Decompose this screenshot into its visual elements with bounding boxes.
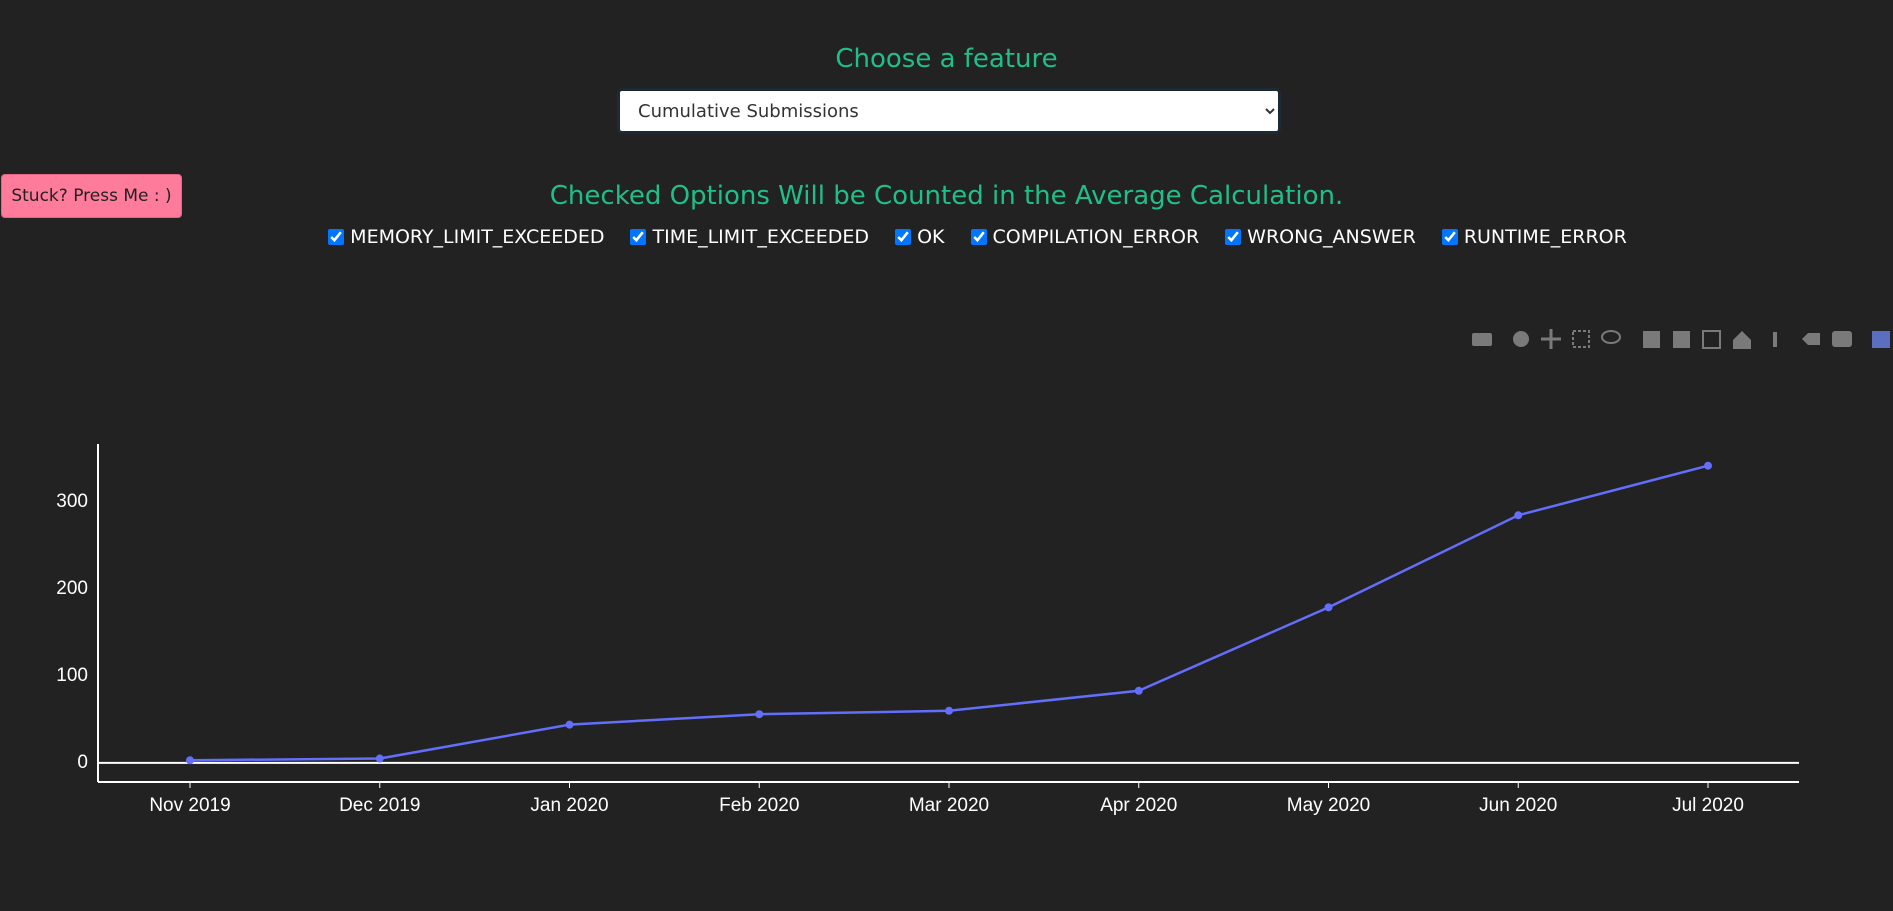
option-checkbox[interactable]	[328, 229, 345, 245]
zoom-icon[interactable]	[1513, 331, 1529, 347]
series-point	[1324, 603, 1333, 612]
option-label: OK	[917, 226, 945, 248]
option[interactable]: TIME_LIMIT_EXCEEDED	[630, 226, 869, 248]
option-checkbox[interactable]	[1225, 229, 1242, 245]
option-checkbox[interactable]	[895, 229, 912, 245]
option-checkbox[interactable]	[970, 229, 987, 245]
option-label: RUNTIME_ERROR	[1463, 226, 1627, 248]
x-tick-label: May 2020	[1287, 795, 1370, 816]
series-point	[755, 710, 764, 719]
x-tick-label: Mar 2020	[909, 795, 989, 816]
zoom-out-icon[interactable]	[1673, 331, 1690, 348]
option[interactable]: COMPILATION_ERROR	[970, 226, 1200, 248]
y-tick-label: 300	[56, 491, 88, 512]
hover-compare-icon[interactable]	[1832, 331, 1852, 347]
option-checkbox[interactable]	[630, 229, 647, 245]
zoom-in-icon[interactable]	[1643, 331, 1660, 348]
series-point	[945, 706, 953, 715]
x-tick-label: Feb 2020	[719, 795, 799, 816]
hover-closest-icon[interactable]	[1802, 333, 1820, 345]
option-label: WRONG_ANSWER	[1247, 226, 1416, 248]
option-label: MEMORY_LIMIT_EXCEEDED	[350, 226, 605, 248]
options-list: MEMORY_LIMIT_EXCEEDED TIME_LIMIT_EXCEEDED…	[0, 226, 1893, 248]
x-tick-label: Jan 2020	[530, 795, 608, 816]
y-tick-label: 200	[56, 578, 88, 599]
series-point	[1704, 461, 1712, 470]
option-checkbox[interactable]	[1441, 229, 1458, 245]
y-tick-label: 0	[77, 752, 88, 773]
x-tick-label: Jul 2020	[1672, 795, 1744, 816]
feature-title: Choose a feature	[835, 44, 1058, 74]
x-tick-label: Jun 2020	[1479, 795, 1557, 816]
camera-icon[interactable]	[1472, 333, 1492, 346]
option[interactable]: WRONG_ANSWER	[1225, 226, 1416, 248]
option[interactable]: OK	[895, 226, 945, 248]
series-point	[1514, 511, 1523, 520]
y-tick-label: 100	[56, 665, 88, 686]
x-tick-label: Dec 2019	[339, 795, 420, 816]
autoscale-icon[interactable]	[1702, 330, 1721, 349]
series-point	[565, 720, 574, 729]
x-tick-label: Apr 2020	[1100, 795, 1177, 816]
option[interactable]: MEMORY_LIMIT_EXCEEDED	[328, 226, 604, 248]
spike-icon[interactable]	[1773, 332, 1777, 347]
x-tick-label: Nov 2019	[149, 795, 230, 816]
modebar	[1472, 329, 1890, 349]
series-point	[1134, 686, 1143, 695]
plotly-logo[interactable]	[1872, 331, 1890, 348]
series-line	[189, 464, 1709, 762]
option-label: TIME_LIMIT_EXCEEDED	[652, 226, 870, 248]
series-point	[375, 754, 384, 763]
select-icon[interactable]	[1572, 330, 1590, 348]
reset-icon[interactable]	[1733, 331, 1751, 349]
lasso-icon[interactable]	[1601, 330, 1621, 344]
series-point	[186, 756, 194, 765]
feature-select[interactable]: Cumulative Submissions	[617, 88, 1281, 134]
option-label: COMPILATION_ERROR	[992, 226, 1200, 248]
options-title: Checked Options Will be Counted in the A…	[549, 181, 1344, 211]
option[interactable]: RUNTIME_ERROR	[1441, 226, 1627, 248]
pan-icon[interactable]	[1541, 329, 1561, 349]
help-button[interactable]: Stuck? Press Me : )	[1, 174, 182, 218]
